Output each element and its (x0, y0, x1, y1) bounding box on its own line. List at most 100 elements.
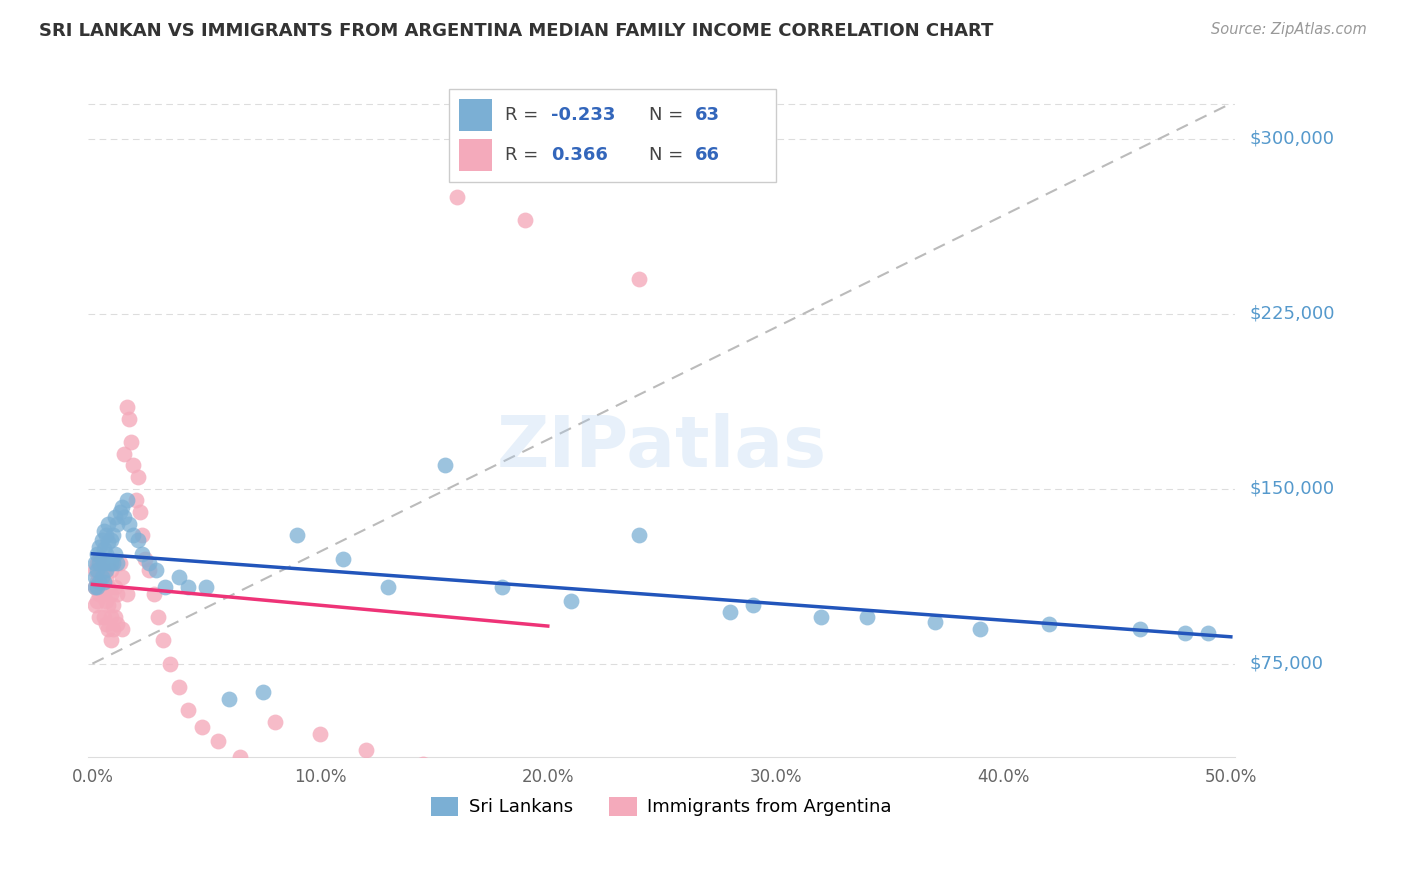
Point (115, 586, 138, 600)
Point (101, 556, 124, 570)
Point (112, 446, 135, 460)
Point (89, 586, 111, 600)
Point (100, 610, 122, 624)
Point (107, 516, 129, 531)
Point (104, 610, 127, 624)
Text: $75,000: $75,000 (1250, 655, 1323, 673)
Point (100, 633, 122, 648)
Point (90, 551, 112, 566)
Point (90, 580, 112, 594)
Text: SRI LANKAN VS IMMIGRANTS FROM ARGENTINA MEDIAN FAMILY INCOME CORRELATION CHART: SRI LANKAN VS IMMIGRANTS FROM ARGENTINA … (39, 22, 994, 40)
Point (93, 563, 115, 577)
Point (83, 563, 105, 577)
Point (89, 610, 111, 624)
Point (752, 799, 775, 814)
Point (412, 756, 434, 771)
Point (86, 574, 108, 589)
Point (479, 766, 502, 780)
Point (93, 556, 115, 570)
Text: ZIPatlas: ZIPatlas (496, 413, 827, 482)
Point (101, 528, 124, 542)
Point (155, 580, 177, 594)
Point (93, 586, 115, 600)
Point (112, 509, 135, 524)
Point (83, 580, 105, 594)
Point (377, 580, 399, 594)
Point (177, 580, 200, 594)
Point (83, 570, 105, 584)
Point (89, 551, 111, 566)
Point (122, 528, 145, 542)
Point (229, 750, 252, 764)
Point (100, 586, 122, 600)
Point (1197, 626, 1219, 640)
Point (127, 470, 149, 484)
Legend: Sri Lankans, Immigrants from Argentina: Sri Lankans, Immigrants from Argentina (425, 789, 898, 823)
Point (1174, 626, 1197, 640)
Point (138, 563, 160, 577)
Point (93, 574, 115, 589)
Point (86, 593, 108, 607)
Point (104, 509, 127, 524)
Point (93, 524, 115, 538)
Point (195, 580, 218, 594)
Point (810, 610, 832, 624)
Point (148, 610, 170, 624)
Point (94, 528, 117, 542)
Point (446, 190, 468, 204)
Point (115, 493, 138, 508)
Point (177, 703, 200, 717)
Point (111, 622, 134, 636)
Point (94, 547, 117, 561)
Point (94, 563, 117, 577)
Text: $225,000: $225,000 (1250, 304, 1334, 323)
Point (94, 593, 117, 607)
Point (86, 580, 108, 594)
Point (107, 586, 129, 600)
Point (86, 556, 108, 570)
Point (97, 622, 120, 636)
Point (97, 556, 120, 570)
Point (167, 680, 190, 694)
Point (108, 556, 131, 570)
Point (718, 605, 741, 619)
Point (107, 616, 129, 631)
Point (120, 434, 142, 449)
Point (627, 528, 650, 542)
Point (89, 570, 111, 584)
Point (434, 458, 457, 473)
Point (134, 551, 156, 566)
Point (83, 556, 105, 570)
Point (83, 599, 105, 613)
Point (142, 586, 165, 600)
Point (89, 574, 111, 589)
Point (263, 714, 285, 729)
Point (90, 533, 112, 547)
Point (86, 563, 108, 577)
Point (152, 633, 174, 648)
Point (309, 726, 332, 740)
Point (104, 580, 127, 594)
Point (86, 547, 108, 561)
Point (127, 533, 149, 547)
Point (93, 542, 115, 557)
Point (97, 580, 120, 594)
Point (513, 213, 536, 227)
Point (90, 570, 112, 584)
Point (118, 411, 141, 425)
Point (100, 563, 122, 577)
Point (131, 547, 153, 561)
Point (560, 593, 582, 607)
Point (100, 556, 122, 570)
Text: $300,000: $300,000 (1250, 129, 1334, 147)
Point (118, 516, 141, 531)
Point (252, 684, 274, 698)
Point (104, 547, 127, 561)
Point (218, 691, 240, 706)
Point (94, 570, 117, 584)
Point (97, 599, 120, 613)
Point (131, 528, 153, 542)
Point (90, 556, 112, 570)
Point (124, 493, 146, 508)
Point (111, 570, 134, 584)
